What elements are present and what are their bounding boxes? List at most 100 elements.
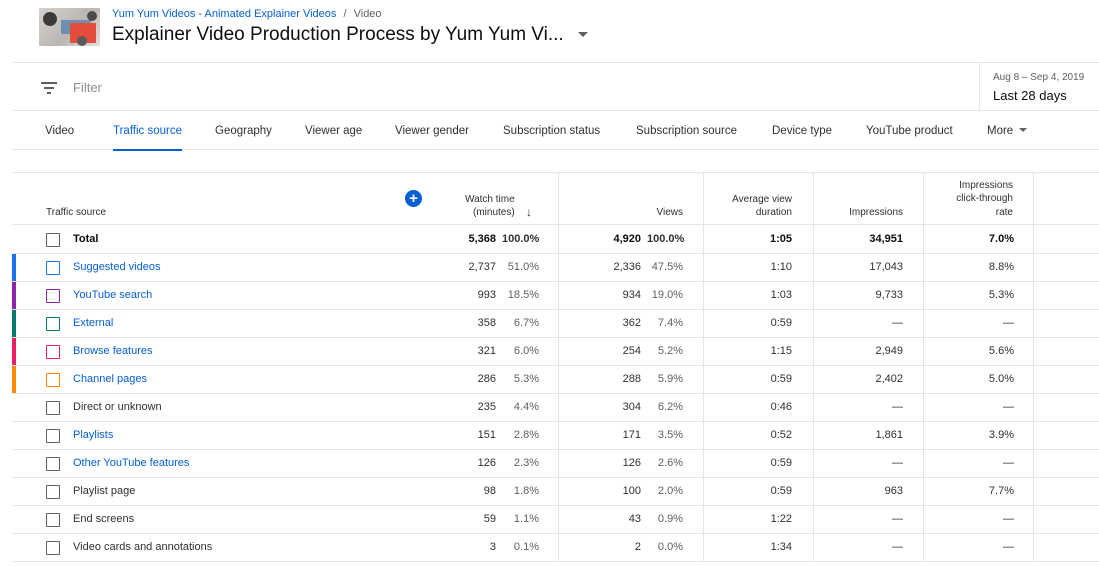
avg-view-duration-value: 0:59 xyxy=(770,485,792,497)
ctr-value: 8.8% xyxy=(988,261,1014,273)
avg-view-duration-value: 0:59 xyxy=(770,373,792,385)
ctr-value: 5.0% xyxy=(988,373,1014,385)
header-traffic-source[interactable]: Traffic source xyxy=(46,207,107,218)
avg-view-duration-value: 1:15 xyxy=(770,345,792,357)
tab-device-type[interactable]: Device type xyxy=(772,125,833,137)
plus-circle-icon[interactable]: + xyxy=(405,190,422,207)
watch-time-percent: 6.7% xyxy=(513,317,539,329)
dimension-tabs: Video Traffic source Geography Viewer ag… xyxy=(12,110,1099,151)
row-checkbox[interactable] xyxy=(46,373,60,387)
caret-down-icon xyxy=(1019,128,1028,132)
row-checkbox[interactable] xyxy=(46,513,60,527)
views-percent: 19.0% xyxy=(651,289,683,301)
table-row[interactable]: Playlist page 98 1.8% 100 2.0% 0:59 963 7.7% xyxy=(12,478,1099,506)
watch-time-value: 321 xyxy=(477,345,496,357)
views-percent: 0.9% xyxy=(657,513,683,525)
impressions-value: — xyxy=(892,317,903,329)
views-value: 254 xyxy=(622,345,641,357)
views-value: 288 xyxy=(622,373,641,385)
row-label: Total xyxy=(73,233,99,245)
table-row[interactable]: Other YouTube features 126 2.3% 126 2.6% 0:59… xyxy=(12,450,1099,478)
table-row[interactable]: Channel pages 286 5.3% 288 5.9% 0:59 2,402 5.0% xyxy=(12,366,1099,394)
views-percent: 3.5% xyxy=(657,429,683,441)
ctr-value: 5.3% xyxy=(988,289,1014,301)
row-label[interactable]: YouTube search xyxy=(73,289,153,301)
tab-more[interactable]: More xyxy=(987,111,1028,150)
tab-viewer-gender[interactable]: Viewer gender xyxy=(395,125,469,137)
row-checkbox[interactable] xyxy=(46,429,60,443)
table-row[interactable]: Playlists 151 2.8% 171 3.5% 0:52 1,861 3.9% xyxy=(12,422,1099,450)
table-row[interactable]: External 358 6.7% 362 7.4% 0:59 — — xyxy=(12,310,1099,338)
impressions-value: 9,733 xyxy=(875,289,903,301)
impressions-value: 2,402 xyxy=(875,373,903,385)
watch-time-value: 59 xyxy=(483,513,496,525)
table-row[interactable]: Video cards and annotations 3 0.1% 2 0.0% 1:3… xyxy=(12,534,1099,562)
breadcrumb-channel-link[interactable]: Yum Yum Videos - Animated Explainer Vide… xyxy=(112,8,337,20)
header-views[interactable]: Views xyxy=(656,207,684,218)
series-color-bar xyxy=(12,338,16,365)
ctr-value: 5.6% xyxy=(988,345,1014,357)
views-percent: 5.2% xyxy=(657,345,683,357)
row-checkbox[interactable] xyxy=(46,485,60,499)
views-value: 934 xyxy=(622,289,641,301)
watch-time-percent: 51.0% xyxy=(507,261,539,273)
watch-time-percent: 4.4% xyxy=(513,401,539,413)
row-checkbox[interactable] xyxy=(46,261,60,275)
watch-time-percent: 1.1% xyxy=(513,513,539,525)
table-row-total[interactable]: Total 5,368 100.0% 4,920 100.0% 1:05 34,951 7.0… xyxy=(12,226,1099,254)
views-percent: 7.4% xyxy=(657,317,683,329)
watch-time-value: 5,368 xyxy=(468,233,496,245)
row-checkbox[interactable] xyxy=(46,457,60,471)
header-watch-time[interactable]: Watch time xyxy=(465,194,515,205)
row-label[interactable]: Suggested videos xyxy=(73,261,161,273)
tab-more-label: More xyxy=(987,125,1014,137)
row-checkbox[interactable] xyxy=(46,345,60,359)
table-row[interactable]: Suggested videos 2,737 51.0% 2,336 47.5% 1:10… xyxy=(12,254,1099,282)
tab-viewer-age[interactable]: Viewer age xyxy=(305,125,363,137)
series-color-bar xyxy=(12,282,16,309)
views-percent: 100.0% xyxy=(647,233,685,245)
watch-time-value: 993 xyxy=(477,289,496,301)
row-label[interactable]: Playlists xyxy=(73,429,114,441)
row-label[interactable]: Browse features xyxy=(73,345,153,357)
header-ctr[interactable]: Impressions xyxy=(959,180,1013,191)
caret-down-icon[interactable] xyxy=(578,32,588,37)
row-checkbox[interactable] xyxy=(46,289,60,303)
header-ctr-2: click-through xyxy=(956,193,1013,204)
date-range-label: Last 28 days xyxy=(993,88,1067,103)
row-label: End screens xyxy=(73,513,135,525)
views-value: 43 xyxy=(628,513,641,525)
tab-geography[interactable]: Geography xyxy=(215,125,272,137)
impressions-value: 34,951 xyxy=(869,233,903,245)
page-header: Yum Yum Videos - Animated Explainer Vide… xyxy=(0,0,1099,62)
row-label[interactable]: Channel pages xyxy=(73,373,148,385)
header-avd[interactable]: Average view xyxy=(732,194,792,205)
tab-subscription-source[interactable]: Subscription source xyxy=(636,125,737,137)
avg-view-duration-value: 1:10 xyxy=(770,261,792,273)
arrow-down-icon[interactable]: ↓ xyxy=(526,205,532,219)
table-row[interactable]: Direct or unknown 235 4.4% 304 6.2% 0:46 — — xyxy=(12,394,1099,422)
row-checkbox[interactable] xyxy=(46,401,60,415)
impressions-value: 2,949 xyxy=(875,345,903,357)
row-checkbox[interactable] xyxy=(46,233,60,247)
tab-video[interactable]: Video xyxy=(45,125,75,137)
table-row[interactable]: End screens 59 1.1% 43 0.9% 1:22 — — xyxy=(12,506,1099,534)
filter-input[interactable]: Filter xyxy=(73,80,102,95)
row-label[interactable]: External xyxy=(73,317,114,329)
tab-subscription-status[interactable]: Subscription status xyxy=(503,125,601,137)
tab-traffic-source[interactable]: Traffic source xyxy=(113,111,183,151)
row-checkbox[interactable] xyxy=(46,317,60,331)
row-checkbox[interactable] xyxy=(46,541,60,555)
date-range-picker[interactable]: Aug 8 – Sep 4, 2019 Last 28 days xyxy=(979,63,1099,111)
header-impressions[interactable]: Impressions xyxy=(849,207,903,218)
watch-time-value: 286 xyxy=(477,373,496,385)
tab-youtube-product[interactable]: YouTube product xyxy=(866,125,953,137)
row-label[interactable]: Other YouTube features xyxy=(73,457,190,469)
table-row[interactable]: YouTube search 993 18.5% 934 19.0% 1:03 9,733 5… xyxy=(12,282,1099,310)
impressions-value: — xyxy=(892,401,903,413)
filter-lines-icon[interactable] xyxy=(41,81,59,95)
table-row[interactable]: Browse features 321 6.0% 254 5.2% 1:15 2,949 5.… xyxy=(12,338,1099,366)
video-thumbnail[interactable] xyxy=(39,8,100,46)
impressions-value: 963 xyxy=(884,485,903,497)
watch-time-percent: 5.3% xyxy=(513,373,539,385)
